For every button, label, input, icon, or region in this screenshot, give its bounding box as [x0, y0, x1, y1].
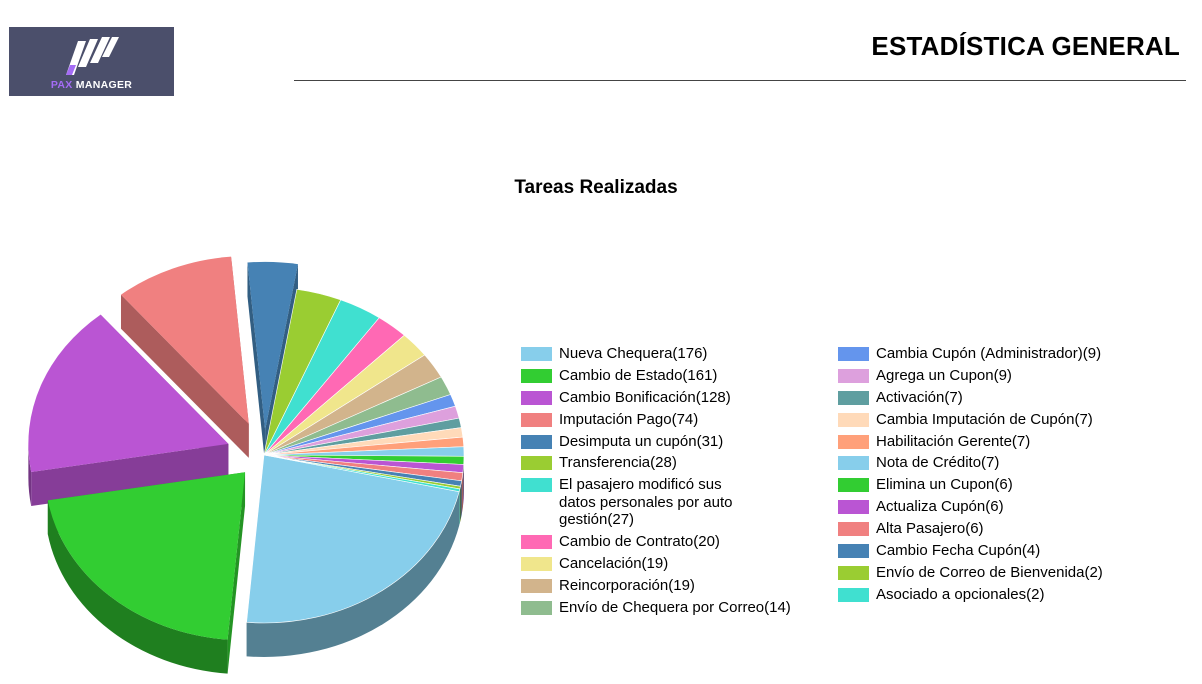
legend-item: Elimina un Cupon(6) — [838, 476, 1168, 494]
legend-label: Agrega un Cupon(9) — [876, 366, 1012, 384]
legend-swatch — [838, 368, 869, 383]
legend-item: Imputación Pago(74) — [521, 411, 821, 429]
legend-label: El pasajero modificó sus datos personale… — [559, 476, 733, 529]
legend-swatch — [838, 565, 869, 580]
legend-label: Cambia Imputación de Cupón(7) — [876, 410, 1093, 428]
legend-item: Cambio Bonificación(128) — [521, 389, 821, 407]
legend-swatch — [521, 579, 552, 594]
legend-label: Activación(7) — [876, 388, 963, 406]
pie-slice-2[interactable]: Cambio Bonificación: 128 — [28, 314, 229, 473]
pie-slice-side-2 — [28, 443, 32, 507]
legend-label: Cancelación(19) — [559, 555, 669, 573]
legend-item: Cambio de Estado(161) — [521, 367, 821, 385]
legend-item: Nota de Crédito(7) — [838, 454, 1168, 472]
legend-label: Transferencia(28) — [559, 454, 677, 472]
pie-slice-cut-3-0 — [120, 294, 249, 458]
pie-slice-4[interactable]: Desimputa un cupón: 31 — [247, 261, 298, 430]
legend-label: Reincorporación(19) — [559, 577, 695, 595]
legend-swatch — [521, 390, 552, 405]
legend-label: Cambio Fecha Cupón(4) — [876, 542, 1041, 560]
legend-item: Reincorporación(19) — [521, 577, 821, 595]
legend-swatch — [838, 434, 869, 449]
pie-slice-0[interactable]: Nueva Chequera: 176 — [246, 454, 460, 624]
legend-label: Alta Pasajero(6) — [876, 520, 984, 538]
legend-label: Elimina un Cupon(6) — [876, 476, 1013, 494]
legend-swatch — [521, 434, 552, 449]
pie-slice-1[interactable]: Cambio de Estado: 161 — [47, 472, 246, 640]
legend-item: Asociado a opcionales(2) — [838, 586, 1168, 604]
legend-item: Cancelación(19) — [521, 555, 821, 573]
legend-swatch — [521, 456, 552, 471]
chart-title: Tareas Realizadas — [514, 177, 678, 198]
legend-swatch — [521, 368, 552, 383]
legend-label: Imputación Pago(74) — [559, 410, 699, 428]
pax-manager-logo-icon — [66, 37, 119, 75]
legend-label: Cambio de Contrato(20) — [559, 533, 720, 551]
pie-slice-side-21 — [459, 486, 461, 523]
pax-manager-logo: PAX MANAGER — [9, 27, 174, 96]
legend-label: Asociado a opcionales(2) — [876, 585, 1045, 603]
legend-item: Nueva Chequera(176) — [521, 345, 821, 363]
legend-item: Envío de Chequera por Correo(14) — [521, 599, 821, 617]
pie-slice-side-18 — [462, 464, 464, 507]
legend-swatch — [521, 347, 552, 361]
legend-swatch — [838, 500, 869, 515]
logo-wordmark: PAX MANAGER — [9, 79, 174, 91]
pie-slice-cut-1-0 — [227, 472, 246, 674]
legend-column-2: Cambia Cupón (Administrador)(9) Agrega un… — [838, 345, 1168, 608]
legend-label: Actualiza Cupón(6) — [876, 498, 1004, 516]
pie-slice-22[interactable]: Asociado a opcionales: 2 — [263, 454, 461, 493]
legend-label: Cambia Cupón (Administrador)(9) — [876, 345, 1102, 362]
legend-swatch — [838, 478, 869, 493]
legend-swatch — [838, 522, 869, 537]
legend-label: Cambio de Estado(161) — [559, 366, 718, 384]
legend-item: Activación(7) — [838, 389, 1168, 407]
legend-swatch — [521, 478, 552, 493]
legend-swatch — [838, 544, 869, 559]
legend-swatch — [838, 412, 869, 427]
pie-slice-side-22 — [459, 488, 460, 526]
pie-slice-side-1 — [47, 500, 228, 674]
legend-item: Cambia Imputación de Cupón(7) — [838, 411, 1168, 429]
legend-item: Cambia Cupón (Administrador)(9) — [838, 345, 1168, 363]
pie-slice-side-0 — [246, 491, 460, 657]
logo-wordmark-pax: PAX — [50, 79, 73, 91]
pie-slice-cut-4-0 — [247, 262, 266, 464]
legend-item: Cambio Fecha Cupón(4) — [838, 542, 1168, 560]
legend-item: Alta Pasajero(6) — [838, 520, 1168, 538]
legend-label: Nueva Chequera(176) — [559, 345, 708, 362]
legend-label: Cambio Bonificación(128) — [559, 388, 731, 406]
logo-wordmark-manager: MANAGER — [75, 79, 133, 91]
legend-item: Habilitación Gerente(7) — [838, 433, 1168, 451]
legend-swatch — [838, 456, 869, 471]
legend-item: Transferencia(28) — [521, 454, 821, 472]
page-title: ESTADÍSTICA GENERAL — [871, 31, 1180, 61]
legend-label: Desimputa un cupón(31) — [559, 432, 724, 450]
pie-slice-3[interactable]: Imputación Pago: 74 — [120, 256, 249, 424]
legend-swatch — [838, 390, 869, 405]
legend-swatch — [521, 557, 552, 572]
legend-item: El pasajero modificó sus datos personale… — [521, 476, 821, 529]
title-divider — [294, 80, 1186, 81]
legend-swatch — [521, 535, 552, 550]
legend-swatch — [838, 347, 869, 361]
pie-slice-side-20 — [460, 480, 462, 521]
pie-slice-side-19 — [461, 472, 463, 515]
pie-slice-cut-2-0 — [31, 443, 229, 507]
legend-item: Desimputa un cupón(31) — [521, 433, 821, 451]
legend-item: Envío de Correo de Bienvenida(2) — [838, 564, 1168, 582]
legend-column-1: Nueva Chequera(176) Cambio de Estado(161)… — [521, 345, 821, 621]
legend-label: Habilitación Gerente(7) — [876, 432, 1031, 450]
legend-label: Envío de Correo de Bienvenida(2) — [876, 563, 1103, 581]
legend-label: Envío de Chequera por Correo(14) — [559, 598, 791, 616]
legend-item: Cambio de Contrato(20) — [521, 533, 821, 551]
legend-swatch — [521, 412, 552, 427]
legend-item: Agrega un Cupon(9) — [838, 367, 1168, 385]
legend-swatch — [521, 600, 552, 615]
legend-swatch — [838, 587, 869, 602]
legend-item: Actualiza Cupón(6) — [838, 498, 1168, 516]
legend-label: Nota de Crédito(7) — [876, 454, 1000, 472]
